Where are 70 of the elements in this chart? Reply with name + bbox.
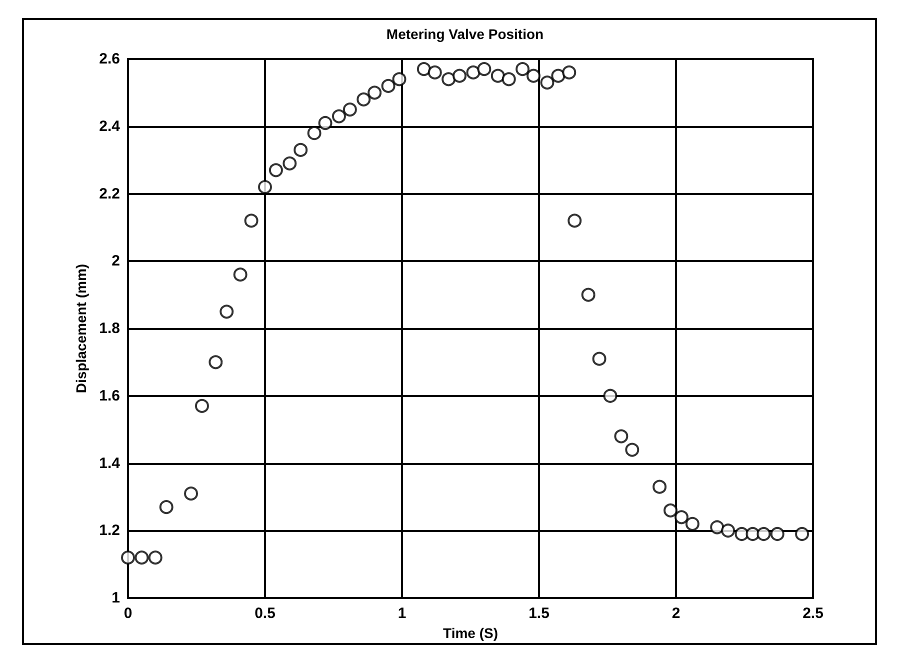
point [194,398,209,413]
point [332,109,346,124]
point [233,268,248,282]
y-axis-title: Displacement (mm) [73,264,89,394]
point [581,288,596,302]
point [318,116,332,130]
point [466,65,480,80]
x-tick-label: 1.5 [528,605,550,622]
point [625,442,640,457]
point [121,550,135,565]
point [562,65,576,80]
point [452,68,467,83]
point [184,486,198,501]
point [134,550,149,565]
point [148,550,162,565]
point [220,304,234,319]
point [502,72,516,86]
point [516,62,530,76]
point [710,520,724,534]
point [268,163,283,178]
point [416,62,431,76]
point [770,526,784,541]
point [208,355,223,370]
point [368,86,382,100]
point [674,510,688,524]
point [392,72,406,86]
point [282,156,297,170]
point [428,65,442,80]
y-tick-label: 1.8 [99,320,120,337]
point [356,92,371,106]
point [244,214,258,228]
point [664,503,678,518]
x-tick-label: 2.5 [802,605,824,622]
point [721,524,736,538]
point [381,78,396,93]
chart-title: Metering Valve Position [386,26,544,42]
point [734,526,749,541]
point [540,76,554,90]
point [307,126,322,140]
x-tick-label: 2 [672,605,680,622]
point [603,388,618,403]
point [746,526,760,541]
y-tick-label: 2.2 [99,185,120,202]
point [258,180,272,194]
y-tick-label: 1.6 [99,387,120,404]
point [685,516,700,531]
point [442,72,456,86]
point [592,352,606,366]
point [477,62,492,76]
point [159,500,174,514]
point [756,526,771,541]
point [795,526,810,541]
point [526,68,541,83]
y-tick-label: 1.4 [99,454,121,472]
point [342,102,357,117]
point [490,68,505,83]
point [652,480,667,494]
y-tick-label: 1 [112,590,120,606]
y-tick-label: 2 [112,252,120,270]
point [551,68,566,83]
y-tick-label: 1.2 [99,522,120,540]
point [614,429,628,444]
x-tick-label: 0 [124,605,132,622]
y-tick-label: 2.4 [99,118,121,135]
x-tick-label: 0.5 [254,605,276,622]
x-axis-title: Time (S) [443,624,498,641]
point [294,142,308,157]
x-tick-label: 1 [398,605,406,622]
point [568,214,582,228]
y-tick-label: 2.6 [99,50,120,68]
